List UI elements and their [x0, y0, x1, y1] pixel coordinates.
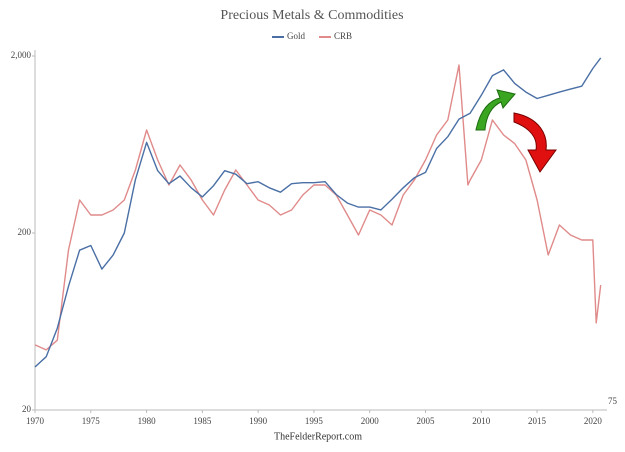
green-arrow — [475, 89, 516, 131]
x-tick-label: 1980 — [138, 416, 157, 426]
x-tick-label: 2000 — [361, 416, 380, 426]
y2-tick-label: 75 — [608, 396, 618, 406]
source-note: TheFelderReport.com — [274, 431, 362, 442]
y-tick-label: 2,000 — [11, 50, 32, 60]
x-tick-label: 1995 — [305, 416, 324, 426]
series-line — [34, 64, 602, 351]
x-tick-label: 1985 — [193, 416, 212, 426]
x-tick-label: 1975 — [82, 416, 101, 426]
x-tick-label: 2020 — [584, 416, 603, 426]
red-arrow — [513, 112, 557, 173]
x-tick-label: 2005 — [416, 416, 435, 426]
legend-label: Gold — [287, 31, 306, 41]
plot — [34, 57, 602, 368]
y-tick-label: 20 — [22, 404, 32, 414]
x-tick-label: 2015 — [528, 416, 547, 426]
x-tick-label: 1990 — [249, 416, 268, 426]
x-tick-label: 1970 — [26, 416, 45, 426]
y-tick-label: 200 — [18, 227, 32, 237]
chart-title: Precious Metals & Commodities — [220, 8, 403, 23]
series-line — [34, 57, 602, 368]
x-tick-label: 2010 — [472, 416, 491, 426]
legend-label: CRB — [334, 31, 352, 41]
